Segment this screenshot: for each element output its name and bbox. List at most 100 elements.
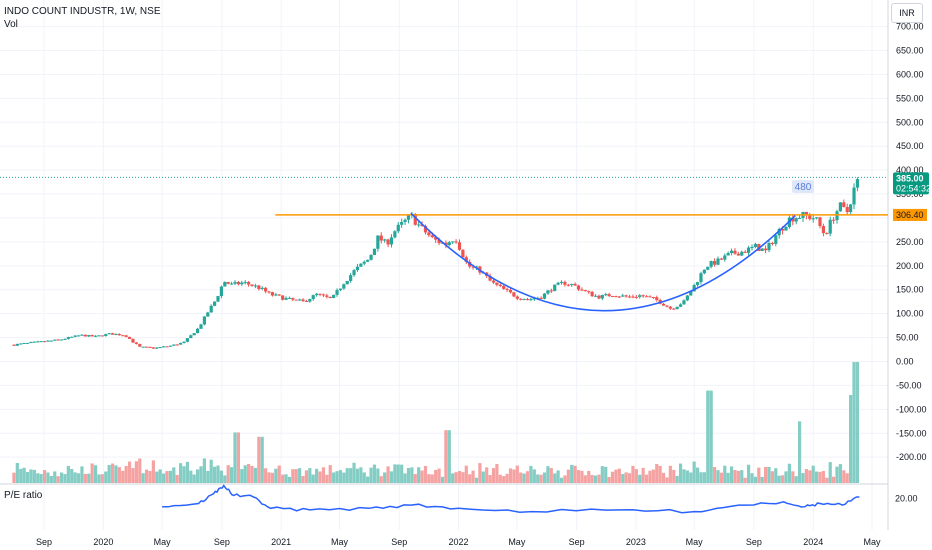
currency-button[interactable]: INR xyxy=(891,3,923,23)
candle-body xyxy=(12,344,16,346)
candle-body xyxy=(400,221,404,225)
volume-bar xyxy=(315,468,319,483)
price-axis-tick: 550.00 xyxy=(896,93,924,103)
volume-bar xyxy=(144,469,149,483)
volume-bar xyxy=(90,463,94,483)
volume-bar xyxy=(131,468,135,483)
candle-body xyxy=(434,237,438,240)
volume-bars xyxy=(12,362,860,483)
time-axis-label: Sep xyxy=(391,537,407,547)
candle-body xyxy=(852,187,856,205)
price-axis-tick: 0.00 xyxy=(896,357,914,367)
candle-body xyxy=(519,298,523,300)
candle-body xyxy=(716,258,720,265)
candle-body xyxy=(230,283,234,285)
volume-bar xyxy=(566,469,570,483)
volume-bar xyxy=(87,473,91,483)
volume-bar xyxy=(576,470,581,483)
candle-body xyxy=(192,333,196,336)
volume-bar xyxy=(56,476,60,483)
volume-bar xyxy=(42,470,47,483)
volume-bar xyxy=(175,474,179,483)
candlesticks xyxy=(12,177,860,350)
candle-body xyxy=(736,253,740,256)
candle-body xyxy=(97,335,101,337)
volume-bar xyxy=(161,473,166,483)
candle-body xyxy=(587,291,591,293)
volume-bar xyxy=(590,474,594,483)
volume-bar xyxy=(794,476,798,483)
candle-body xyxy=(42,341,47,343)
volume-bar xyxy=(386,466,390,483)
time-axis[interactable]: Sep 2020 May Sep 2021 May Sep 2022 May Sep 2023 May… xyxy=(36,537,881,547)
volume-bar xyxy=(563,475,567,483)
price-axis[interactable]: 700.00 650.00 600.00 550.00 500.00 450.00 400.… xyxy=(896,22,927,463)
volume-bar xyxy=(798,421,802,483)
candle-body xyxy=(451,241,455,243)
time-axis-label: May xyxy=(686,537,704,547)
last-price-badge xyxy=(893,172,929,195)
volume-bar xyxy=(250,465,254,483)
volume-bar xyxy=(406,468,411,483)
volume-bar xyxy=(757,467,761,483)
volume-bar xyxy=(396,464,400,483)
volume-bar xyxy=(301,475,305,483)
candle-body xyxy=(849,204,853,213)
candle-body xyxy=(342,284,346,289)
candle-body xyxy=(638,295,642,297)
volume-bar xyxy=(825,477,829,483)
candle-body xyxy=(345,280,349,285)
volume-bar xyxy=(774,468,778,483)
volume-bar xyxy=(634,469,638,483)
volume-bar xyxy=(746,464,751,483)
volume-bar xyxy=(59,472,64,483)
resistance-badge xyxy=(893,208,927,221)
volume-bar xyxy=(542,472,547,483)
candle-body xyxy=(389,237,394,245)
volume-bar xyxy=(587,470,591,483)
volume-bar xyxy=(804,469,809,483)
volume-bar xyxy=(165,471,169,483)
volume-bar xyxy=(498,474,502,483)
candle-body xyxy=(682,300,686,305)
candle-body xyxy=(777,228,781,236)
candle-body xyxy=(352,270,356,276)
volume-bar xyxy=(226,465,230,483)
candle-body xyxy=(505,288,509,290)
volume-bar xyxy=(202,458,207,483)
volume-bar xyxy=(474,477,479,483)
price-axis-tick: 600.00 xyxy=(896,69,924,79)
volume-bar xyxy=(216,465,220,483)
candle-body xyxy=(648,296,652,298)
candle-body xyxy=(393,231,397,238)
volume-bar xyxy=(583,475,587,483)
candle-body xyxy=(842,202,846,208)
volume-bar xyxy=(617,468,621,483)
candle-body xyxy=(165,346,169,348)
volume-bar xyxy=(468,474,472,483)
candle-body xyxy=(308,299,312,302)
time-axis-label: 2023 xyxy=(626,537,646,547)
volume-bar xyxy=(298,468,302,483)
volume-bar xyxy=(219,470,224,483)
volume-bar xyxy=(12,472,16,483)
volume-bar xyxy=(80,466,84,483)
candle-body xyxy=(644,296,649,298)
volume-bar xyxy=(15,462,19,483)
candle-body xyxy=(287,297,292,299)
volume-bar xyxy=(243,465,247,483)
candle-body xyxy=(474,266,479,268)
price-axis-tick: 250.00 xyxy=(896,237,924,247)
candle-body xyxy=(430,235,434,238)
volume-bar xyxy=(549,468,553,483)
volume-bar xyxy=(389,471,394,483)
volume-bar xyxy=(342,472,346,483)
time-axis-label: Sep xyxy=(569,537,585,547)
volume-bar xyxy=(658,465,662,483)
candle-body xyxy=(25,342,30,344)
volume-bar xyxy=(678,463,683,483)
volume-bar xyxy=(134,461,138,483)
candle-body xyxy=(780,228,785,231)
candle-body xyxy=(189,335,193,339)
